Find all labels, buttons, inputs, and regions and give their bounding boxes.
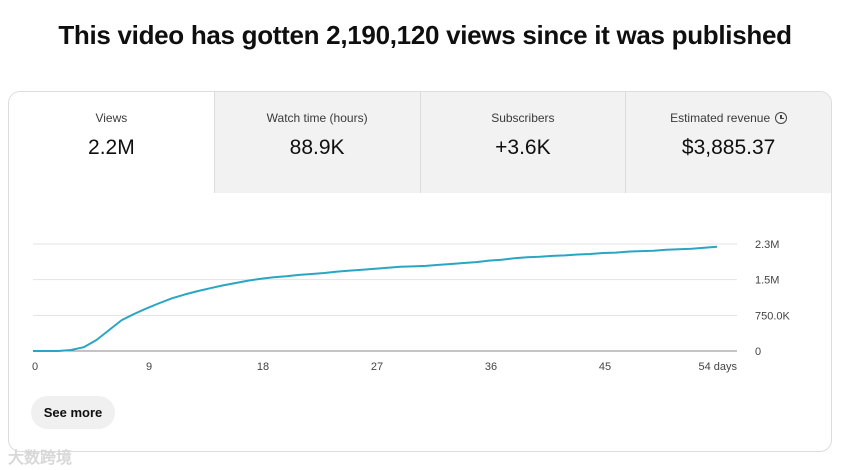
views-line-chart: 0 750.0K 1.5M 2.3M 0 9 18 27 36 45 54 days: [32, 239, 791, 373]
x-tick-label: 0: [32, 361, 38, 373]
x-tick-label: 27: [371, 361, 383, 373]
tab-revenue-label: Estimated revenue: [670, 111, 771, 125]
tab-subscribers-label: Subscribers: [491, 111, 555, 125]
analytics-card: Views 2.2M Watch time (hours) 88.9K Subs…: [8, 91, 832, 452]
x-tick-label: 36: [485, 361, 497, 373]
y-tick-label: 1.5M: [755, 275, 779, 287]
tab-revenue-value: $3,885.37: [681, 136, 776, 159]
tab-watch-time-label: Watch time (hours): [266, 111, 368, 125]
tab-views[interactable]: Views 2.2M: [9, 92, 214, 193]
watermark-logo: 大数跨境: [8, 450, 73, 467]
tab-subscribers-value: +3.6K: [495, 136, 551, 159]
tab-watch-time-value: 88.9K: [289, 136, 345, 159]
views-series-line: [33, 245, 718, 352]
tab-estimated-revenue[interactable]: Estimated revenue $3,885.37: [625, 92, 831, 193]
y-tick-label: 0: [755, 346, 761, 358]
metric-tabs: Views 2.2M Watch time (hours) 88.9K Subs…: [9, 92, 831, 193]
x-tick-label: 45: [599, 361, 611, 373]
clock-icon[interactable]: [775, 112, 788, 124]
page-headline: This video has gotten 2,190,120 views si…: [58, 20, 792, 50]
y-tick-label: 2.3M: [755, 239, 779, 251]
x-tick-label: 9: [146, 361, 152, 373]
tab-subscribers[interactable]: Subscribers +3.6K: [419, 92, 626, 193]
tab-views-value: 2.2M: [88, 136, 135, 159]
tab-views-label: Views: [95, 111, 128, 125]
see-more-button[interactable]: See more: [31, 396, 115, 429]
x-tick-label: 18: [257, 361, 269, 373]
tab-watch-time[interactable]: Watch time (hours) 88.9K: [213, 92, 420, 193]
y-tick-label: 750.0K: [755, 310, 791, 322]
x-tick-label: 54 days: [698, 361, 737, 373]
